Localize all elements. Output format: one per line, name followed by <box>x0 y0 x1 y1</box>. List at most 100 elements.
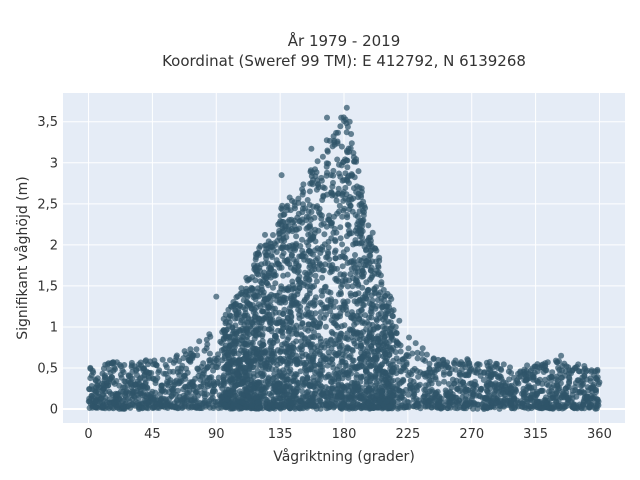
data-point <box>297 217 303 224</box>
data-point <box>334 265 341 272</box>
data-point <box>375 404 382 411</box>
data-point <box>415 373 422 380</box>
data-point <box>366 386 373 393</box>
data-point <box>235 311 242 318</box>
data-point <box>301 280 308 286</box>
data-point <box>218 340 225 346</box>
data-point <box>159 382 166 389</box>
data-point <box>373 284 380 290</box>
data-point <box>213 293 220 300</box>
data-point <box>278 327 285 334</box>
data-point <box>325 288 332 295</box>
data-point <box>345 383 352 390</box>
data-point <box>285 329 292 335</box>
data-point <box>272 280 279 287</box>
data-point <box>280 272 287 279</box>
data-point <box>583 367 590 374</box>
data-point <box>292 264 298 271</box>
data-point <box>453 398 460 405</box>
data-point <box>584 393 591 400</box>
y-tick-label: 2,5 <box>37 197 58 212</box>
x-tick-label: 90 <box>208 427 225 442</box>
data-point <box>142 358 149 365</box>
data-point <box>397 368 404 374</box>
data-point <box>414 349 421 356</box>
data-point <box>324 114 330 121</box>
data-point <box>257 323 264 330</box>
data-point <box>274 260 281 267</box>
data-point <box>306 202 313 208</box>
y-tick-label: 3,5 <box>37 115 58 130</box>
data-point <box>305 224 311 231</box>
data-point <box>536 364 543 371</box>
data-point <box>306 264 313 271</box>
data-point <box>338 323 345 330</box>
data-point <box>383 325 390 332</box>
data-point <box>337 289 344 296</box>
data-point <box>107 390 114 397</box>
data-point <box>105 360 112 367</box>
data-point <box>330 179 336 186</box>
data-point <box>332 255 339 262</box>
data-point <box>506 376 513 383</box>
data-point <box>189 379 195 386</box>
data-point <box>488 374 495 381</box>
data-point <box>320 388 327 395</box>
data-point <box>578 388 585 394</box>
data-point <box>330 404 337 411</box>
data-point <box>435 356 442 363</box>
x-tick-label: 360 <box>587 427 612 442</box>
data-point <box>310 251 316 258</box>
data-point <box>313 368 320 375</box>
data-point <box>307 402 314 409</box>
data-point <box>153 362 160 369</box>
data-point <box>329 190 336 197</box>
data-point <box>373 267 380 274</box>
data-point <box>255 293 262 300</box>
data-point <box>570 400 576 407</box>
data-point <box>382 303 389 310</box>
data-point <box>412 340 419 347</box>
data-point <box>261 392 268 399</box>
data-point <box>389 313 396 320</box>
data-point <box>358 203 365 210</box>
data-point <box>375 311 382 318</box>
data-point <box>314 158 321 165</box>
data-point <box>352 252 358 258</box>
data-point <box>233 331 240 338</box>
data-point <box>222 320 229 327</box>
data-point <box>353 371 360 378</box>
data-point <box>353 240 360 247</box>
data-point <box>271 371 278 378</box>
y-tick-label: 1 <box>50 320 58 335</box>
data-point <box>519 403 526 410</box>
data-point <box>296 284 303 291</box>
data-point <box>191 397 198 404</box>
data-point <box>541 362 548 369</box>
data-point <box>281 370 288 377</box>
data-point <box>106 378 113 385</box>
data-point <box>336 202 343 209</box>
data-point <box>252 277 259 284</box>
data-point <box>193 346 200 353</box>
data-point <box>284 271 291 278</box>
data-point <box>396 317 403 324</box>
data-point <box>342 195 349 202</box>
data-point <box>295 384 302 391</box>
data-point <box>317 314 324 321</box>
data-point <box>557 380 564 387</box>
data-point <box>388 403 394 410</box>
data-point <box>581 363 588 369</box>
data-point <box>280 297 287 304</box>
data-point <box>473 369 480 376</box>
data-point <box>405 403 412 410</box>
data-point <box>393 330 400 337</box>
data-point <box>358 307 365 314</box>
data-point <box>559 363 566 369</box>
data-point <box>337 235 344 242</box>
data-point <box>313 204 320 211</box>
data-point <box>323 254 330 261</box>
y-tick-label: 2 <box>50 238 58 253</box>
data-point <box>103 399 110 406</box>
data-point <box>358 297 365 304</box>
